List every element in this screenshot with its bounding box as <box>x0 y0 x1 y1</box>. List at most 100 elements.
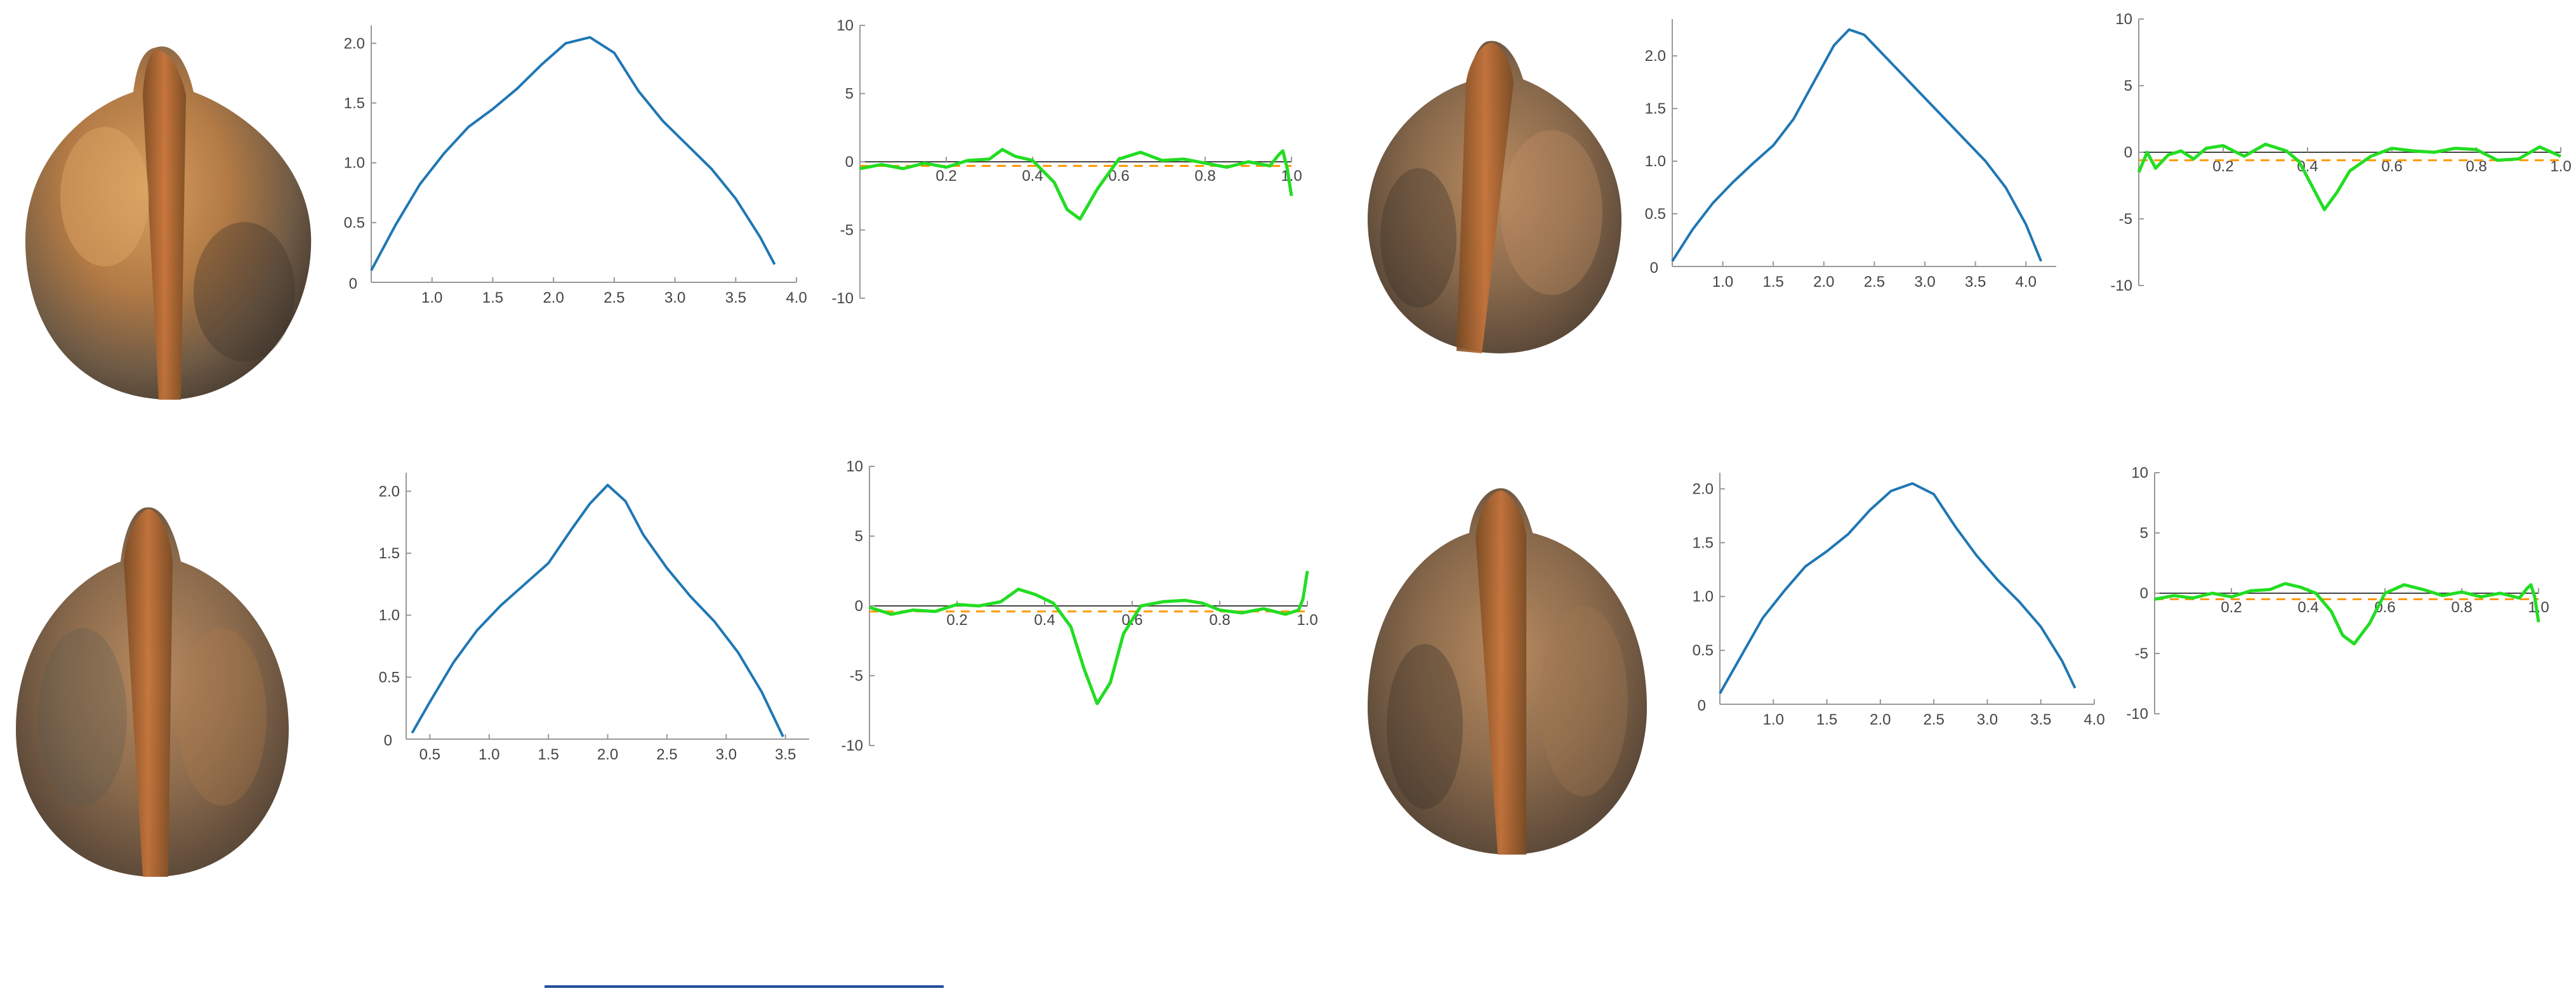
y-tick-label: -10 <box>2110 277 2132 294</box>
y-tick-label: 0 <box>845 154 854 171</box>
x-tick-label: 4.0 <box>2016 273 2037 291</box>
profile-chart-top-right: 1.0 1.5 2.0 2.5 3.0 3.5 4.0 0.5 1.0 1.5 2.0 0 <box>1645 19 2056 291</box>
x-tick-label: 0.4 <box>2297 599 2318 616</box>
x-tick-label: 2.0 <box>1813 273 1834 291</box>
origin-label: 0 <box>349 275 357 292</box>
y-tick-label: 1.5 <box>1645 100 1666 117</box>
y-tick-label: 2.0 <box>1645 48 1666 65</box>
x-tick-label: 2.5 <box>656 746 677 763</box>
curvature-series-line <box>869 570 1309 706</box>
x-tick-label: 3.5 <box>1965 273 1986 291</box>
y-tick-label: 0.5 <box>1693 642 1714 659</box>
x-tick-label: 0.2 <box>935 167 956 185</box>
y-tick-label: -10 <box>841 737 863 754</box>
x-tick-label: 0.5 <box>419 746 440 763</box>
x-tick-label: 3.0 <box>1914 273 1935 291</box>
x-tick-label: 1.0 <box>1712 273 1733 291</box>
origin-label: 0 <box>1698 697 1706 714</box>
x-tick-label: 0.4 <box>1022 167 1043 185</box>
y-tick-label: 1.5 <box>379 545 400 562</box>
x-tick-label: 1.5 <box>482 289 503 306</box>
y-tick-label: 10 <box>2131 464 2148 482</box>
y-tick-label: -5 <box>2135 645 2148 662</box>
seed-top-left <box>25 46 312 400</box>
x-tick-label: 3.5 <box>725 289 746 306</box>
x-tick-label: 2.0 <box>597 746 618 763</box>
y-tick-label: 2.0 <box>379 483 400 500</box>
x-tick-label: 1.0 <box>479 746 499 763</box>
x-tick-label: 0.8 <box>1209 612 1230 629</box>
y-tick-label: -10 <box>2126 706 2148 723</box>
y-tick-label: -5 <box>2119 211 2132 228</box>
y-tick-label: 1.0 <box>1693 588 1714 605</box>
x-tick-label: 1.0 <box>1297 612 1318 629</box>
y-tick-label: 5 <box>855 528 863 545</box>
x-tick-label: 4.0 <box>786 289 807 306</box>
y-tick-label: 10 <box>2115 11 2132 28</box>
x-tick-label: 2.5 <box>1864 273 1885 291</box>
x-tick-label: 0.8 <box>1194 167 1215 185</box>
curvature-series-line <box>2154 582 2540 646</box>
x-tick-label: 0.2 <box>946 612 967 629</box>
x-tick-label: 1.0 <box>1763 711 1784 728</box>
seed-bottom-left <box>16 507 289 877</box>
y-tick-label: 2.0 <box>344 35 365 52</box>
x-tick-label: 3.0 <box>1977 711 1998 728</box>
x-tick-label: 0.4 <box>1034 612 1055 629</box>
y-tick-label: 1.5 <box>344 95 365 112</box>
x-tick-label: 0.8 <box>2451 599 2472 616</box>
y-tick-label: 0.5 <box>344 214 365 232</box>
seed-top-right <box>1368 41 1622 353</box>
y-tick-label: 0 <box>2124 144 2132 161</box>
x-tick-label: 2.5 <box>1923 711 1944 728</box>
y-tick-label: 1.5 <box>1693 534 1714 551</box>
x-tick-label: 2.0 <box>1870 711 1891 728</box>
curvature-series-line <box>859 148 1293 221</box>
y-tick-label: 2.0 <box>1693 480 1714 497</box>
x-tick-label: 2.5 <box>604 289 624 306</box>
origin-label: 0 <box>384 732 392 749</box>
y-tick-label: 0 <box>2140 585 2148 602</box>
y-tick-label: -10 <box>831 290 854 307</box>
curvature-series-line <box>2137 142 2562 211</box>
x-tick-label: 1.5 <box>1816 711 1837 728</box>
y-tick-label: 10 <box>836 17 854 34</box>
y-tick-label: 5 <box>2124 77 2132 95</box>
profile-series-line <box>1719 482 2077 695</box>
profile-chart-bottom-left: 0.5 1.0 1.5 2.0 2.5 3.0 3.5 0.5 1.0 1.5 2.0 0 <box>379 473 809 763</box>
x-tick-label: 3.0 <box>716 746 737 763</box>
y-tick-label: 0.5 <box>379 669 400 686</box>
y-tick-label: -5 <box>850 667 863 685</box>
y-tick-label: 5 <box>2140 525 2148 542</box>
y-tick-label: 0.5 <box>1645 206 1666 223</box>
y-tick-label: 1.0 <box>379 607 400 624</box>
x-tick-label: 3.0 <box>664 289 685 306</box>
origin-label: 0 <box>1650 259 1658 277</box>
y-tick-label: 5 <box>845 86 854 103</box>
profile-series-line <box>370 36 776 272</box>
x-tick-label: 3.5 <box>775 746 796 763</box>
x-tick-label: 3.5 <box>2030 711 2051 728</box>
x-tick-label: 1.5 <box>538 746 558 763</box>
y-tick-label: -5 <box>840 222 854 239</box>
profile-chart-top-left: 1.0 1.5 2.0 2.5 3.0 3.5 4.0 0.5 1.0 1.5 2.0 0 <box>344 25 807 306</box>
x-tick-label: 2.0 <box>543 289 564 306</box>
y-tick-label: 0 <box>855 598 863 615</box>
profile-series-line <box>1671 28 2042 262</box>
y-tick-label: 1.0 <box>1645 153 1666 170</box>
x-tick-label: 0.2 <box>2221 599 2242 616</box>
profile-chart-bottom-right: 1.0 1.5 2.0 2.5 3.0 3.5 4.0 0.5 1.0 1.5 2.0 0 <box>1693 473 2105 728</box>
y-tick-label: 1.0 <box>344 155 365 172</box>
x-tick-label: 1.0 <box>421 289 442 306</box>
profile-series-line <box>411 483 784 737</box>
x-tick-label: 1.0 <box>1281 167 1302 185</box>
y-tick-label: 10 <box>846 458 863 475</box>
x-tick-label: 4.0 <box>2084 711 2104 728</box>
x-tick-label: 1.5 <box>1763 273 1784 291</box>
seed-bottom-right <box>1368 488 1647 855</box>
